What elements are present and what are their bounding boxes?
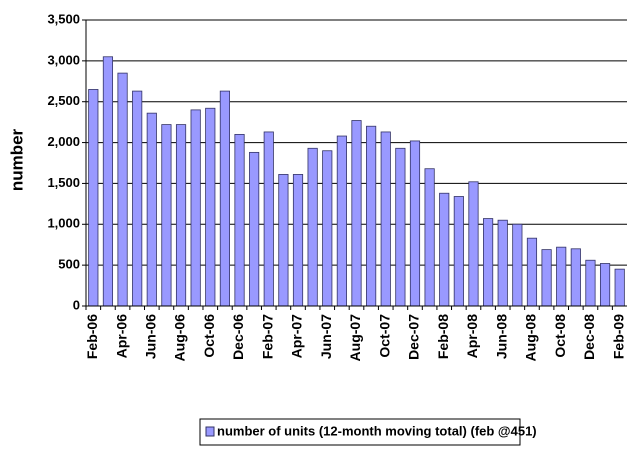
bar — [307, 147, 318, 307]
legend-swatch — [205, 426, 215, 437]
x-tick-label: Oct-08 — [552, 314, 568, 358]
y-axis-title: number — [7, 128, 26, 191]
bar — [424, 168, 435, 307]
x-tick-label: Oct-07 — [376, 314, 392, 358]
bar — [526, 237, 538, 307]
bar — [585, 259, 596, 307]
bar — [278, 174, 289, 307]
bar — [439, 192, 450, 307]
y-tick-label: 0 — [73, 297, 80, 312]
bar — [175, 124, 187, 307]
bar — [483, 218, 494, 307]
x-tick-label: Aug-06 — [172, 314, 188, 362]
x-tick-label: Feb-06 — [84, 314, 100, 359]
bar — [219, 90, 230, 307]
bar — [366, 125, 377, 307]
y-tick-label: 2,500 — [47, 93, 80, 108]
bar — [146, 112, 157, 307]
bar — [395, 147, 406, 307]
bar — [205, 107, 216, 307]
legend-label: number of units (12-month moving total) … — [217, 423, 537, 438]
x-tick-label: Dec-07 — [406, 314, 422, 360]
bar — [409, 140, 421, 307]
x-tick-label: Apr-08 — [464, 314, 480, 359]
x-tick-label: Dec-06 — [230, 314, 246, 360]
bar — [614, 268, 625, 307]
y-tick-label: 1,500 — [47, 175, 80, 190]
y-tick-label: 2,000 — [47, 134, 80, 149]
bar — [380, 131, 391, 307]
bar — [132, 90, 143, 307]
bar — [351, 120, 362, 307]
x-tick-label: Feb-09 — [610, 314, 626, 359]
x-tick-label: Jun-06 — [143, 314, 159, 359]
bar — [599, 263, 611, 307]
legend-box — [199, 418, 521, 446]
x-tick-label: Feb-08 — [435, 314, 451, 359]
x-tick-label: Jun-07 — [318, 314, 334, 359]
bar — [190, 109, 201, 307]
bar — [322, 150, 333, 307]
bar — [88, 89, 99, 307]
bar — [497, 219, 508, 307]
bar — [161, 124, 172, 307]
y-tick-label: 500 — [58, 257, 80, 272]
bar — [541, 249, 552, 307]
y-tick-label: 3,500 — [47, 11, 80, 26]
bar — [570, 248, 581, 307]
x-tick-label: Apr-07 — [289, 314, 305, 359]
bar — [336, 135, 347, 307]
y-tick-label: 3,000 — [47, 52, 80, 67]
x-tick-label: Jun-08 — [493, 314, 509, 359]
x-tick-label: Feb-07 — [259, 314, 275, 359]
x-tick-label: Aug-08 — [523, 314, 539, 362]
y-tick-label: 1,000 — [47, 216, 80, 231]
x-tick-label: Apr-06 — [113, 314, 129, 359]
bar — [102, 56, 114, 307]
x-tick-label: Oct-06 — [201, 314, 217, 358]
bar — [453, 196, 464, 307]
x-tick-label: Dec-08 — [581, 314, 597, 360]
bar — [249, 151, 260, 307]
bar — [468, 181, 479, 307]
x-tick-label: Aug-07 — [347, 314, 363, 362]
bar — [117, 72, 128, 307]
bar — [512, 223, 523, 307]
bar — [234, 133, 245, 307]
bar — [263, 131, 274, 307]
bar — [292, 174, 304, 307]
bar — [556, 246, 567, 307]
